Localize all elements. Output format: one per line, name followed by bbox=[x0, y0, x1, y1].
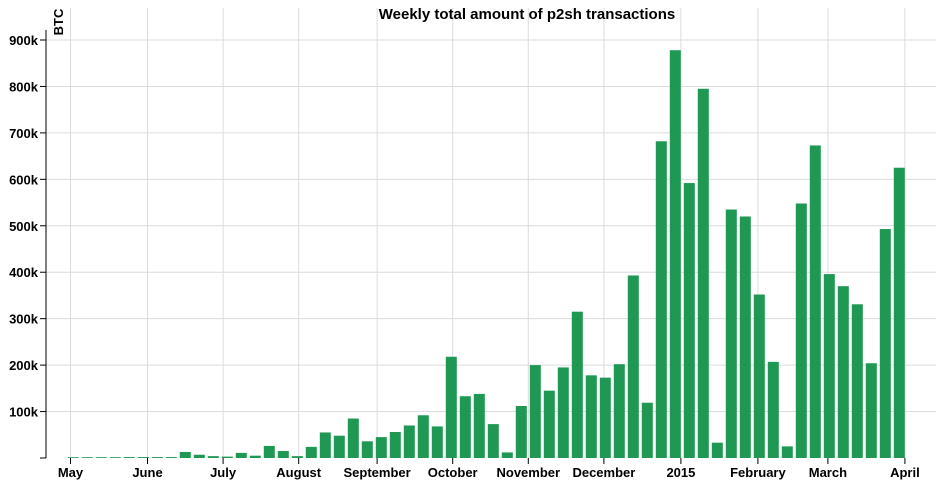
y-tick-label: 700k bbox=[9, 126, 39, 141]
bar bbox=[795, 203, 807, 458]
bar bbox=[613, 364, 625, 458]
x-tick-label: October bbox=[428, 465, 478, 480]
bar bbox=[753, 294, 765, 458]
grid-lines bbox=[46, 8, 936, 458]
bar bbox=[585, 375, 597, 458]
y-tick-label: 600k bbox=[9, 172, 39, 187]
y-tick-label: 500k bbox=[9, 219, 39, 234]
bar bbox=[291, 456, 303, 458]
bar bbox=[263, 445, 275, 458]
bar bbox=[809, 145, 821, 458]
bar bbox=[865, 363, 877, 458]
x-tick-label: September bbox=[343, 465, 410, 480]
bar bbox=[403, 425, 415, 458]
x-tick-label: November bbox=[497, 465, 561, 480]
bar bbox=[781, 446, 793, 458]
bar bbox=[599, 377, 611, 458]
bar bbox=[151, 457, 163, 458]
bar bbox=[165, 457, 177, 458]
bar bbox=[669, 50, 681, 459]
bar bbox=[683, 183, 695, 458]
bar bbox=[711, 442, 723, 458]
bar bbox=[473, 393, 485, 458]
y-tick-label: 100k bbox=[9, 405, 39, 420]
bar bbox=[249, 455, 261, 458]
chart-title: Weekly total amount of p2sh transactions bbox=[379, 6, 675, 23]
bar bbox=[81, 457, 93, 458]
bar bbox=[445, 356, 457, 458]
y-axis-label: BTC bbox=[51, 8, 66, 35]
x-tick-label: June bbox=[132, 465, 162, 480]
axes: 100k 200k 300k 400k 500k 600k 700k 800k 900k May J… bbox=[9, 30, 920, 480]
bar bbox=[697, 88, 709, 459]
bar bbox=[137, 457, 149, 458]
bar bbox=[305, 446, 317, 458]
y-tick-label: 200k bbox=[9, 358, 39, 373]
bar bbox=[487, 424, 499, 458]
bar bbox=[641, 402, 653, 458]
bar bbox=[417, 415, 429, 458]
bar bbox=[725, 209, 737, 458]
bar bbox=[123, 457, 135, 458]
bar bbox=[375, 437, 387, 458]
bar bbox=[543, 390, 555, 458]
bar bbox=[95, 457, 107, 458]
bar bbox=[459, 396, 471, 458]
bar bbox=[277, 451, 289, 458]
bar bbox=[235, 452, 247, 458]
bar bbox=[431, 426, 443, 458]
bar bbox=[655, 141, 667, 458]
bar bbox=[571, 311, 583, 458]
bar bbox=[879, 229, 891, 458]
x-tick-label: December bbox=[572, 465, 635, 480]
bar bbox=[893, 167, 905, 458]
y-tick-label: 900k bbox=[9, 33, 39, 48]
bar bbox=[823, 274, 835, 458]
bar bbox=[347, 418, 359, 458]
bar bbox=[179, 451, 191, 458]
bar bbox=[193, 454, 205, 458]
bar bbox=[109, 457, 121, 458]
y-tick-label: 300k bbox=[9, 312, 39, 327]
y-tick-label: 400k bbox=[9, 265, 39, 280]
bar bbox=[221, 456, 233, 458]
x-tick-label: July bbox=[210, 465, 237, 480]
bar bbox=[837, 286, 849, 458]
x-tick-label: 2015 bbox=[666, 465, 695, 480]
x-tick-label: April bbox=[890, 465, 920, 480]
bar bbox=[529, 365, 541, 458]
y-tick-label: 800k bbox=[9, 79, 39, 94]
bar bbox=[207, 456, 219, 458]
bar bbox=[557, 367, 569, 458]
bar bbox=[767, 361, 779, 458]
x-tick-label: May bbox=[58, 465, 84, 480]
bar bbox=[851, 304, 863, 458]
bar bbox=[739, 216, 751, 458]
bars bbox=[67, 50, 905, 459]
x-tick-label: February bbox=[730, 465, 786, 480]
x-tick-label: August bbox=[276, 465, 321, 480]
bar bbox=[333, 435, 345, 458]
bar bbox=[319, 432, 331, 458]
bar bbox=[361, 441, 373, 458]
bar bbox=[389, 431, 401, 458]
bar bbox=[501, 452, 513, 458]
bar bbox=[67, 457, 79, 458]
x-tick-label: March bbox=[809, 465, 847, 480]
bar bbox=[515, 405, 527, 458]
bar bbox=[627, 275, 639, 458]
